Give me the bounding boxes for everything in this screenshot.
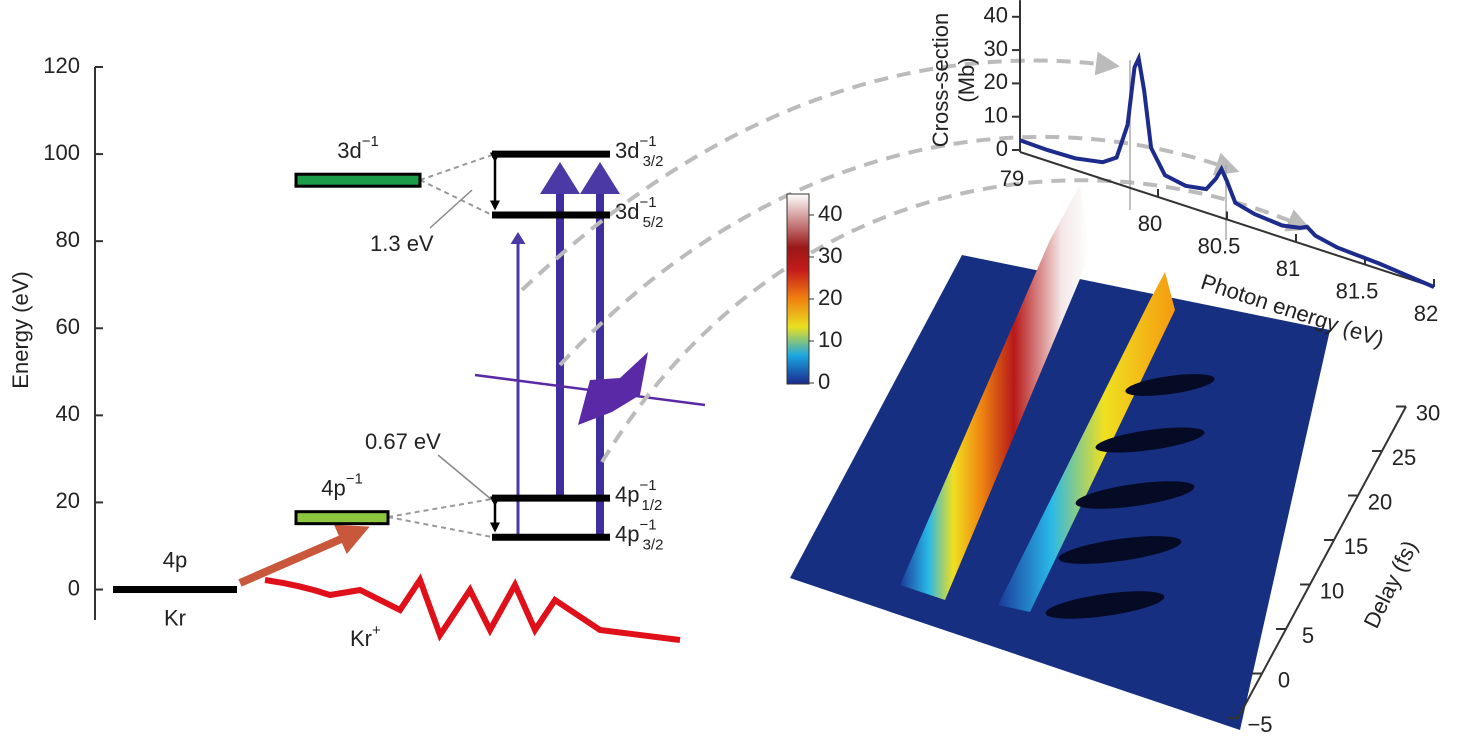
annotation-text: 0.67 eV: [365, 429, 441, 454]
diagram-decor: [238, 51, 1312, 643]
y-tick-label: 30: [984, 36, 1008, 61]
label-sup: −1: [639, 133, 656, 150]
label-sub: 5/2: [643, 214, 664, 231]
label-sup: −1: [346, 471, 363, 488]
annotation: 1.3 eV: [370, 231, 434, 256]
label-sup: −1: [639, 516, 656, 533]
label-main: 4p: [615, 482, 639, 507]
energy-level: [294, 172, 422, 188]
y-tick-label: 0: [996, 136, 1008, 161]
y-axis-label: Energy (eV): [8, 271, 33, 388]
x-tick-label: 79: [1000, 166, 1024, 191]
label-main: 4p: [163, 547, 187, 572]
delay-tick-label: 25: [1392, 445, 1416, 470]
delay-tick-label: 5: [1302, 623, 1314, 648]
y-tick-label: 80: [56, 227, 80, 252]
level-label: 3d−1 3/2: [615, 133, 663, 170]
energy-level: [294, 510, 390, 526]
delay-tick-label: 0: [1278, 667, 1290, 692]
delay-tick-label: 10: [1320, 578, 1344, 603]
surface-shadows: [1045, 374, 1215, 619]
ionization-arrow: [238, 524, 370, 587]
y-tick-label: 20: [56, 488, 80, 513]
surface-ribbon: [900, 185, 1090, 600]
laser-pulse: [264, 573, 681, 643]
label-main: 3d: [615, 199, 639, 224]
annotation: 0.67 eV: [365, 429, 441, 454]
x-tick-label: 81: [1276, 256, 1300, 281]
label-sub: 1/2: [641, 497, 662, 514]
label-main: 3d: [337, 138, 361, 163]
delay-tick-label: 30: [1416, 400, 1440, 425]
level-label: 3d−1: [337, 133, 379, 163]
level-label: 4p−1: [321, 471, 363, 501]
surface-ribbon: [998, 272, 1175, 612]
colorbar-tick-label: 30: [818, 243, 842, 268]
colorbar-tick-label: 40: [818, 201, 842, 226]
y-tick-label: 0: [68, 575, 80, 600]
label-main: 4p: [615, 521, 639, 546]
label-sub: 3/2: [643, 153, 664, 170]
annotation-text: 1.3 eV: [370, 231, 434, 256]
level-label: 4p: [163, 547, 187, 572]
colorbar-tick-label: 0: [818, 369, 830, 394]
y-tick-label: 10: [984, 103, 1008, 128]
x-tick-label: 80.5: [1198, 233, 1241, 258]
y-tick-label: 100: [43, 140, 80, 165]
colorbar-tick-label: 20: [818, 285, 842, 310]
surface-plot: [790, 185, 1330, 730]
level-label: 4p−1 3/2: [615, 516, 663, 553]
label-sup: −1: [639, 194, 656, 211]
annotation: Kr+: [350, 622, 381, 651]
delay-tick-label: −5: [1247, 712, 1272, 737]
y-axis-label: Cross-section: [928, 13, 953, 147]
colorbar-tick-label: 10: [818, 327, 842, 352]
label-sup: −1: [639, 477, 656, 494]
level-sublabel: Kr: [164, 605, 186, 630]
label-main: 4p: [321, 475, 345, 500]
y-tick-label: 60: [56, 314, 80, 339]
delay-tick-label: 20: [1368, 489, 1392, 514]
y-tick-label: 20: [984, 69, 1008, 94]
label-main: 3d: [615, 138, 639, 163]
delay-tick-label: 15: [1344, 534, 1368, 559]
spectrum-line: [1019, 51, 1435, 289]
level-label: 4p−1 1/2: [615, 477, 662, 514]
y-tick-label: 120: [43, 53, 80, 78]
y-tick-label: 40: [984, 3, 1008, 28]
annotation-sup: +: [372, 622, 381, 639]
x-tick-label: 81.5: [1336, 278, 1379, 303]
delay-axis: [1237, 406, 1407, 719]
x-tick-label: 80: [1138, 211, 1162, 236]
y-tick-label: 40: [56, 401, 80, 426]
label-sub: 3/2: [643, 536, 664, 553]
x-tick-label: 82: [1414, 301, 1438, 326]
level-label: 3d−1 5/2: [615, 194, 663, 231]
leader-line: [437, 454, 493, 501]
label-sup: −1: [362, 133, 379, 150]
annotation-text: Kr: [350, 626, 372, 651]
xuv-pulse: [578, 352, 648, 425]
colorbar: [786, 193, 810, 385]
splitting-lines: [387, 154, 493, 538]
y-axis-label: (Mb): [954, 57, 979, 102]
leader-line: [429, 189, 473, 229]
